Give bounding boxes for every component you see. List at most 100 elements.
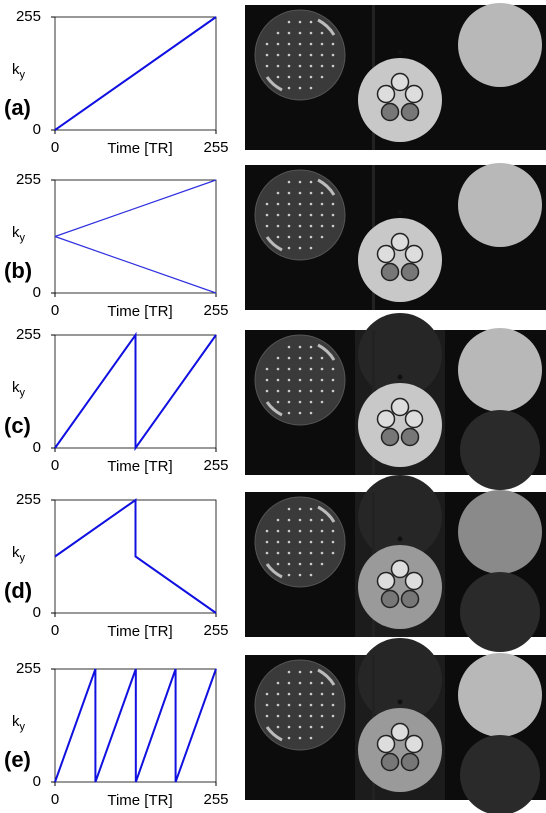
vial: [378, 86, 395, 103]
marker-dot: [398, 537, 403, 542]
y-tick-label: 255: [16, 660, 41, 677]
phantom-dot: [299, 390, 302, 393]
phantom-dot: [288, 203, 291, 206]
phantom-dot: [332, 715, 335, 718]
phantom-dot: [288, 43, 291, 46]
phantom-dot: [299, 368, 302, 371]
phantom-dot: [299, 541, 302, 544]
phantom-dot: [299, 43, 302, 46]
phantom-center: [358, 545, 442, 629]
phantom-dot: [310, 225, 313, 228]
vial: [382, 429, 399, 446]
phantom-dot: [266, 390, 269, 393]
phantom-dot: [288, 552, 291, 555]
vial: [406, 573, 423, 590]
phantom-dot: [299, 65, 302, 68]
phantom-dot: [321, 704, 324, 707]
phantom-right: [458, 3, 542, 87]
phantom-dot: [321, 54, 324, 57]
phantom-dot: [288, 541, 291, 544]
phantom-dot: [277, 214, 280, 217]
phantom-dot: [266, 704, 269, 707]
phantom-dot: [321, 225, 324, 228]
phantom-right: [458, 328, 542, 412]
phantom-dot: [288, 563, 291, 566]
phantom-dot: [299, 225, 302, 228]
phantom-dot: [277, 54, 280, 57]
phantom-dot: [310, 541, 313, 544]
y-axis-label: ky: [12, 61, 26, 81]
mri-image: [245, 475, 546, 652]
phantom-dot: [332, 379, 335, 382]
phantom-dot: [310, 368, 313, 371]
phantom-dot: [321, 43, 324, 46]
phantom-dot: [321, 65, 324, 68]
y-tick-label: 255: [16, 491, 41, 508]
phantom-dot: [310, 693, 313, 696]
phantom-dot: [321, 236, 324, 239]
vial: [378, 411, 395, 428]
phantom-dot: [321, 682, 324, 685]
phantom-dot: [332, 203, 335, 206]
phantom-dot: [266, 693, 269, 696]
phantom-dot: [321, 357, 324, 360]
marker-dot: [398, 375, 403, 380]
phantom-dot: [277, 368, 280, 371]
phantom-dot: [321, 726, 324, 729]
phantom-dot: [332, 693, 335, 696]
vial: [402, 591, 419, 608]
phantom-dot: [266, 225, 269, 228]
vial: [406, 736, 423, 753]
phantom-dot: [310, 715, 313, 718]
phantom-dot: [332, 54, 335, 57]
phantom-dot: [277, 563, 280, 566]
phantom-right: [458, 163, 542, 247]
phantom-dot: [288, 181, 291, 184]
phantom-dot: [288, 379, 291, 382]
phantom-right: [458, 490, 542, 574]
figure: 02550255Time [TR]ky(a)02550255Time [TR]k…: [0, 0, 546, 813]
vial: [378, 736, 395, 753]
y-tick-label: 255: [16, 171, 41, 188]
phantom-dot: [310, 519, 313, 522]
phantom-dot: [288, 65, 291, 68]
phantom-dot: [288, 508, 291, 511]
phantom-dot: [266, 530, 269, 533]
plot-frame: [55, 180, 216, 293]
phantom-dot: [299, 693, 302, 696]
vial: [406, 86, 423, 103]
phantom-dot: [299, 54, 302, 57]
phantom-dot: [332, 530, 335, 533]
phantom-dot: [299, 704, 302, 707]
phantom-dot: [310, 192, 313, 195]
phantom-dot: [299, 32, 302, 35]
y-tick-label: 0: [33, 439, 41, 456]
series-line: [55, 335, 216, 448]
x-tick-label: 255: [203, 457, 228, 474]
phantom-dot: [266, 65, 269, 68]
phantom-dot: [266, 379, 269, 382]
phantom-dot: [288, 32, 291, 35]
y-label-sub: y: [20, 721, 26, 733]
phantom-dot: [288, 247, 291, 250]
vial: [382, 591, 399, 608]
phantom-dot: [277, 390, 280, 393]
phantom-dot: [321, 214, 324, 217]
x-tick-label: 0: [51, 622, 59, 639]
y-tick-label: 0: [33, 604, 41, 621]
phantom-dot: [299, 236, 302, 239]
y-tick-label: 255: [16, 326, 41, 343]
x-tick-label: 255: [203, 791, 228, 808]
x-tick-label: 0: [51, 791, 59, 808]
phantom-dot: [321, 563, 324, 566]
phantom-dot: [332, 552, 335, 555]
phantom-dot: [332, 214, 335, 217]
phantom-dot: [288, 346, 291, 349]
phantom-dot: [288, 76, 291, 79]
phantom-dot: [310, 508, 313, 511]
series-line: [55, 669, 216, 782]
phantom-dot: [277, 704, 280, 707]
y-label-sub: y: [20, 232, 26, 244]
x-tick-label: 0: [51, 139, 59, 156]
mri-image: [245, 163, 546, 310]
